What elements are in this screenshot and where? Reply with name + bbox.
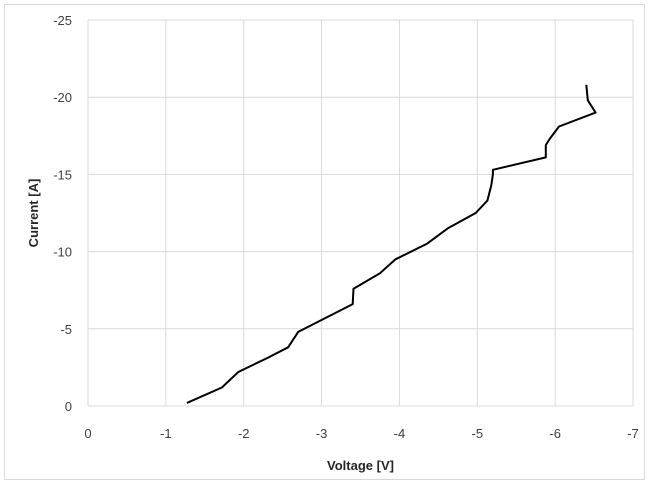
x-tick-label: -4 bbox=[394, 426, 406, 441]
y-tick-label: 0 bbox=[65, 399, 72, 414]
x-tick-label: -3 bbox=[316, 426, 328, 441]
y-tick-labels: 0 -5 -10 -15 -20 -25 bbox=[53, 13, 72, 414]
y-tick-label: -20 bbox=[53, 90, 72, 105]
x-tick-label: -6 bbox=[549, 426, 561, 441]
chart-frame bbox=[4, 4, 645, 480]
y-axis-title: Current [A] bbox=[26, 179, 41, 248]
gridlines bbox=[87, 19, 634, 407]
x-axis-title: Voltage [V] bbox=[327, 458, 394, 473]
series-line bbox=[186, 84, 597, 404]
y-tick-label: -25 bbox=[53, 13, 72, 28]
x-tick-label: 0 bbox=[84, 426, 91, 441]
x-tick-label: -2 bbox=[238, 426, 250, 441]
y-tick-label: -15 bbox=[53, 167, 72, 182]
x-tick-label: -1 bbox=[160, 426, 172, 441]
series-group bbox=[186, 84, 597, 404]
x-tick-labels: 0 -1 -2 -3 -4 -5 -6 -7 bbox=[84, 426, 638, 441]
y-tick-label: -5 bbox=[60, 322, 72, 337]
y-tick-label: -10 bbox=[53, 245, 72, 260]
x-tick-label: -5 bbox=[472, 426, 484, 441]
x-tick-label: -7 bbox=[627, 426, 639, 441]
